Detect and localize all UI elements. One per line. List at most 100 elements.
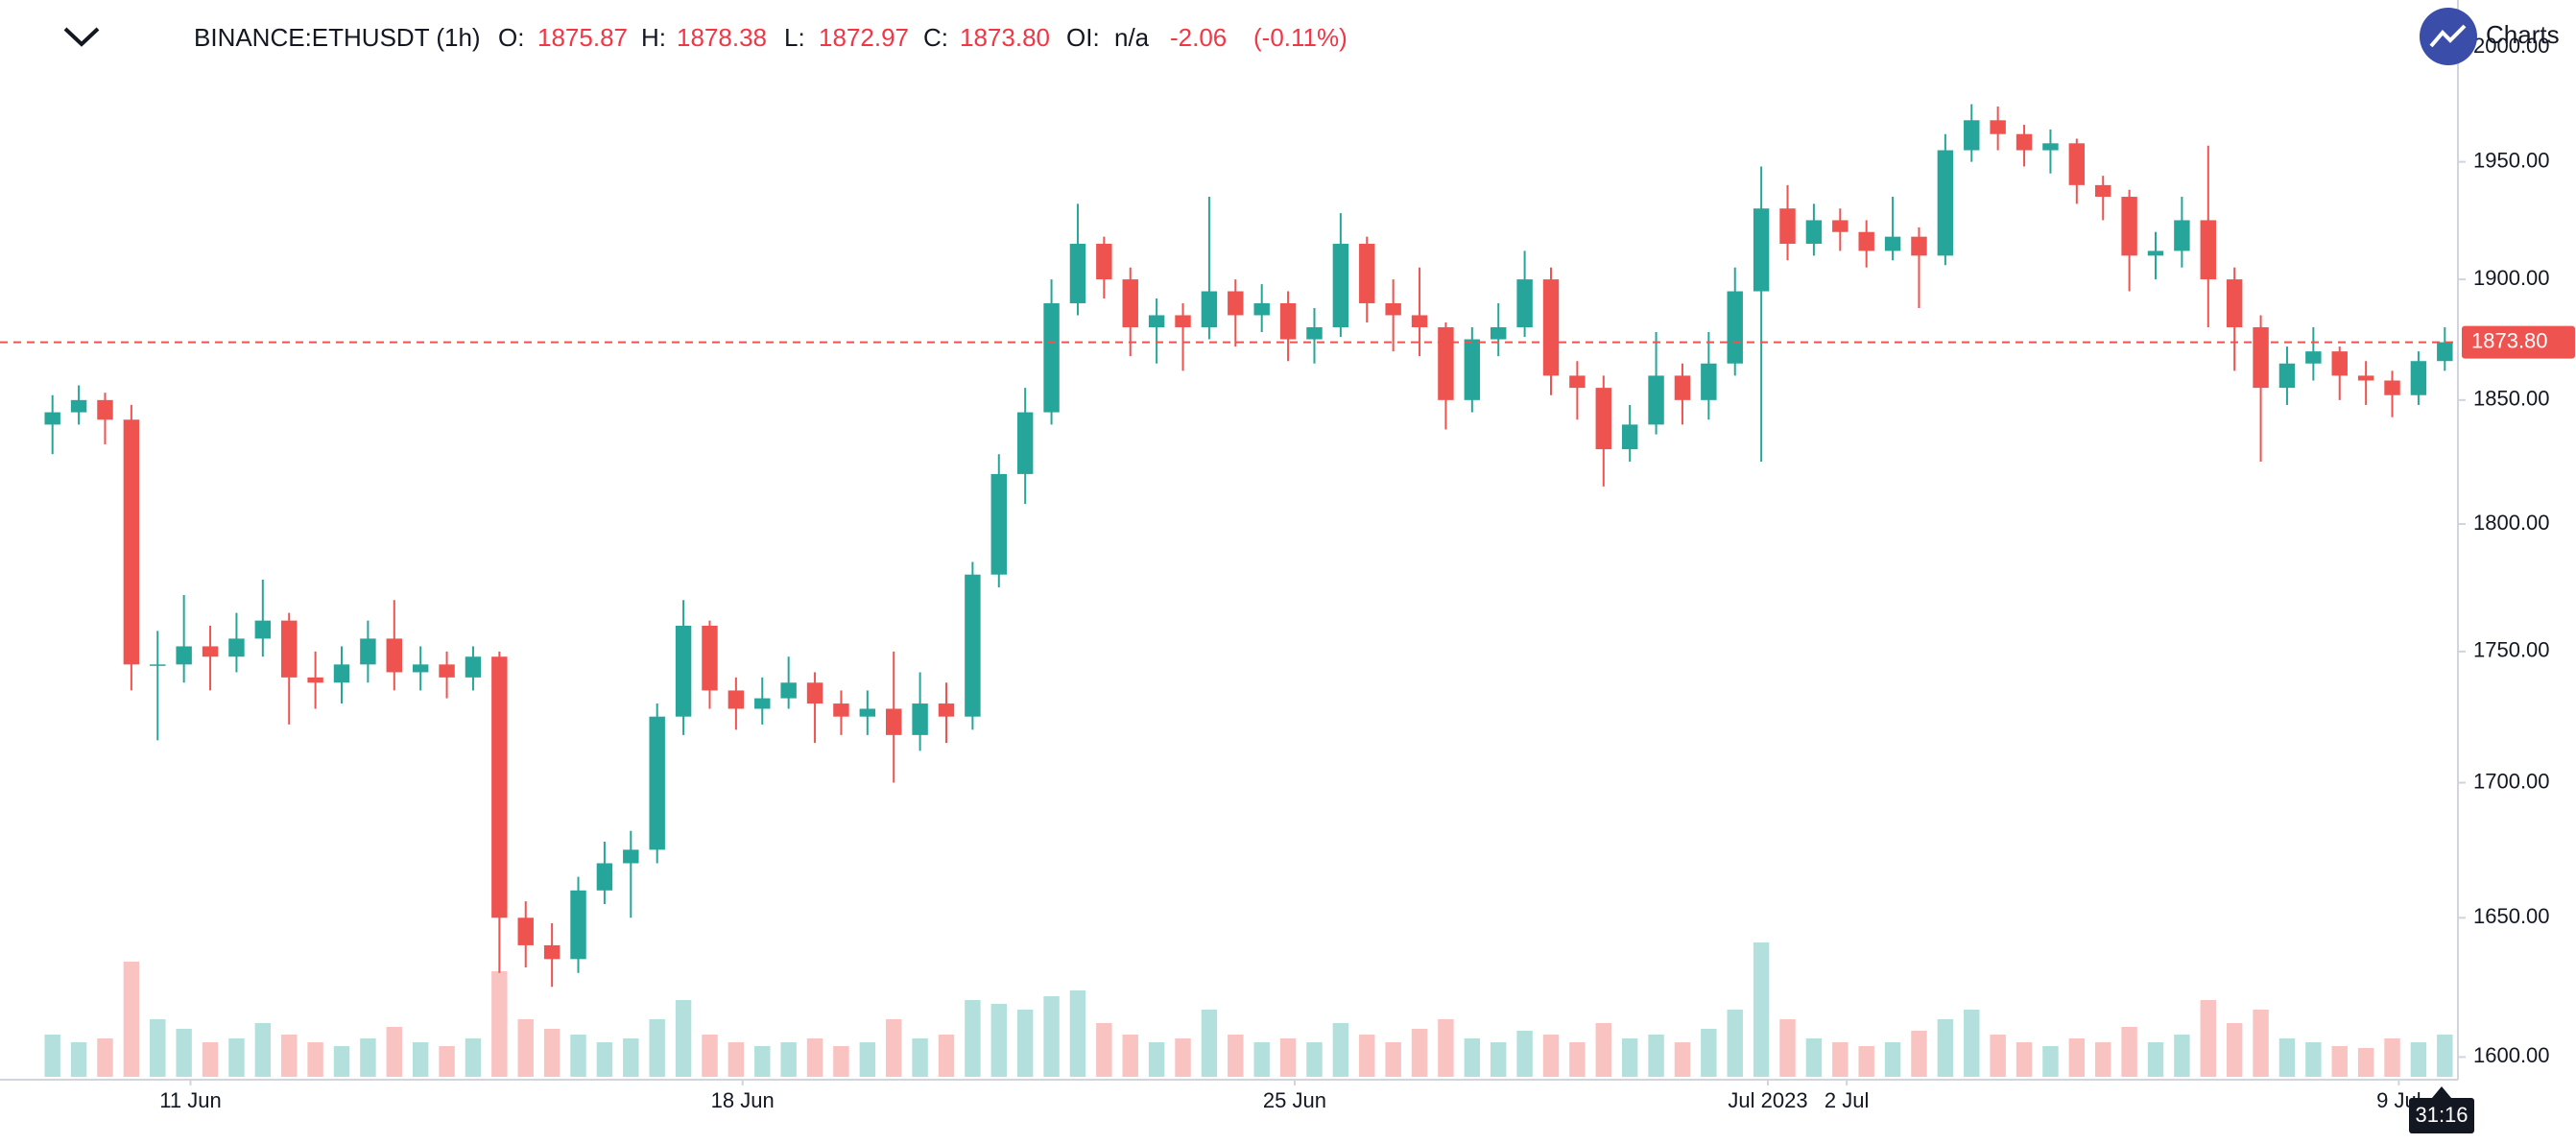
volume-bar bbox=[1569, 1042, 1586, 1077]
candle-body bbox=[1674, 375, 1691, 400]
candle-body bbox=[1464, 339, 1481, 400]
volume-bar bbox=[1937, 1019, 1954, 1077]
volume-bar bbox=[1253, 1042, 1270, 1077]
volume-bar bbox=[1148, 1042, 1165, 1077]
volume-bar bbox=[938, 1035, 955, 1077]
candle-body bbox=[1516, 279, 1533, 327]
candle-body bbox=[2278, 363, 2296, 389]
oi-value: n/a bbox=[1114, 23, 1150, 52]
volume-bar bbox=[307, 1042, 323, 1077]
volume-bar bbox=[2200, 1000, 2216, 1077]
candle-body bbox=[2226, 279, 2243, 327]
candle-body bbox=[2437, 342, 2453, 362]
ohlc-label: O: bbox=[498, 23, 524, 52]
candle-body bbox=[833, 703, 849, 717]
candle-body bbox=[1621, 424, 1638, 450]
volume-bar bbox=[2068, 1038, 2086, 1077]
branding: Charts bbox=[2486, 20, 2560, 49]
volume-bar bbox=[281, 1035, 298, 1077]
candle-body bbox=[2095, 184, 2111, 198]
countdown-pointer bbox=[2432, 1086, 2451, 1098]
volume-bar bbox=[1858, 1046, 1874, 1077]
volume-bar bbox=[1595, 1023, 1611, 1077]
candle-body bbox=[1595, 388, 1611, 450]
volume-bar bbox=[859, 1042, 876, 1077]
candle-body bbox=[123, 419, 140, 665]
volume-bar bbox=[623, 1038, 639, 1077]
candle-body bbox=[1542, 279, 1560, 376]
candle-body bbox=[2305, 351, 2322, 364]
candle-body bbox=[307, 677, 323, 683]
volume-bar bbox=[2253, 1010, 2269, 1077]
volume-bar bbox=[70, 1042, 87, 1077]
candle-body bbox=[1779, 208, 1796, 245]
volume-bar bbox=[1491, 1042, 1507, 1077]
volume-bar bbox=[780, 1042, 797, 1077]
volume-bar bbox=[123, 962, 140, 1077]
volume-bar bbox=[517, 1019, 534, 1077]
collapse-chevron[interactable] bbox=[63, 27, 100, 47]
candle-body bbox=[2042, 143, 2059, 151]
candle-body bbox=[1937, 150, 1954, 256]
volume-bar bbox=[202, 1042, 219, 1077]
volume-bar bbox=[1964, 1010, 1980, 1077]
volume-bar bbox=[2305, 1042, 2322, 1077]
candle-body bbox=[228, 638, 245, 657]
y-tick-label: 1700.00 bbox=[2473, 769, 2550, 793]
candle-body bbox=[333, 664, 350, 683]
candle-body bbox=[1727, 291, 1743, 364]
volume-bar bbox=[675, 1000, 692, 1077]
candle-body bbox=[491, 656, 508, 918]
volume-bar bbox=[990, 1004, 1007, 1077]
candle-body bbox=[1832, 220, 1849, 232]
candle-body bbox=[780, 682, 797, 699]
candle-body bbox=[1122, 279, 1138, 327]
candle-body bbox=[2331, 351, 2348, 376]
candle-body bbox=[965, 574, 981, 717]
volume-bar bbox=[1175, 1038, 1191, 1077]
last-price-label: 1873.80 bbox=[2471, 328, 2548, 352]
plot-area: 1600.00 1650.00 1700.00 1750.00 1800.00 1850.… bbox=[0, 34, 2575, 1112]
candle-body bbox=[1228, 291, 1244, 316]
ohlc-value: 1872.97 bbox=[819, 23, 909, 52]
volume-bar bbox=[1727, 1010, 1743, 1077]
volume-bar bbox=[1306, 1042, 1323, 1077]
volume-bar bbox=[727, 1042, 745, 1077]
y-tick-label: 1850.00 bbox=[2473, 387, 2550, 411]
volume-bar bbox=[1438, 1019, 1454, 1077]
candle-body bbox=[1964, 120, 1980, 151]
volume-bar bbox=[1779, 1019, 1796, 1077]
volume-bar bbox=[806, 1038, 823, 1077]
candle-body bbox=[649, 716, 665, 850]
candle-body bbox=[1016, 412, 1034, 474]
candle-body bbox=[2015, 133, 2033, 151]
volume-bar bbox=[596, 1042, 613, 1077]
candle-body bbox=[1332, 244, 1349, 327]
volume-bar bbox=[1648, 1035, 1664, 1077]
volume-bar bbox=[2331, 1046, 2348, 1077]
volume-bar bbox=[1990, 1035, 2006, 1077]
ohlc-value: 1878.38 bbox=[677, 23, 767, 52]
candle-body bbox=[1858, 231, 1874, 251]
candle-body bbox=[2121, 197, 2137, 256]
volume-bar bbox=[44, 1035, 60, 1077]
volume-bar bbox=[1385, 1042, 1401, 1077]
candle-body bbox=[70, 399, 87, 413]
volume-bar bbox=[1201, 1010, 1218, 1077]
volume-bar bbox=[1279, 1038, 1297, 1077]
volume-bar bbox=[754, 1046, 771, 1077]
volume-bar bbox=[1832, 1042, 1849, 1077]
candle-body bbox=[1253, 302, 1270, 316]
logo-icon bbox=[2429, 24, 2467, 48]
candle-body bbox=[543, 944, 561, 960]
x-tick-label: 2 Jul bbox=[1825, 1088, 1869, 1112]
candle-body bbox=[2174, 220, 2190, 251]
volume-bar bbox=[2384, 1038, 2400, 1077]
candle-body bbox=[990, 473, 1007, 575]
volume-bar bbox=[254, 1023, 272, 1077]
y-tick-label: 1600.00 bbox=[2473, 1043, 2550, 1067]
change-percent: (-0.11%) bbox=[1253, 23, 1348, 52]
ohlc-label: C: bbox=[923, 23, 948, 52]
volume-bar bbox=[2437, 1035, 2453, 1077]
volume-bar bbox=[2357, 1048, 2374, 1077]
